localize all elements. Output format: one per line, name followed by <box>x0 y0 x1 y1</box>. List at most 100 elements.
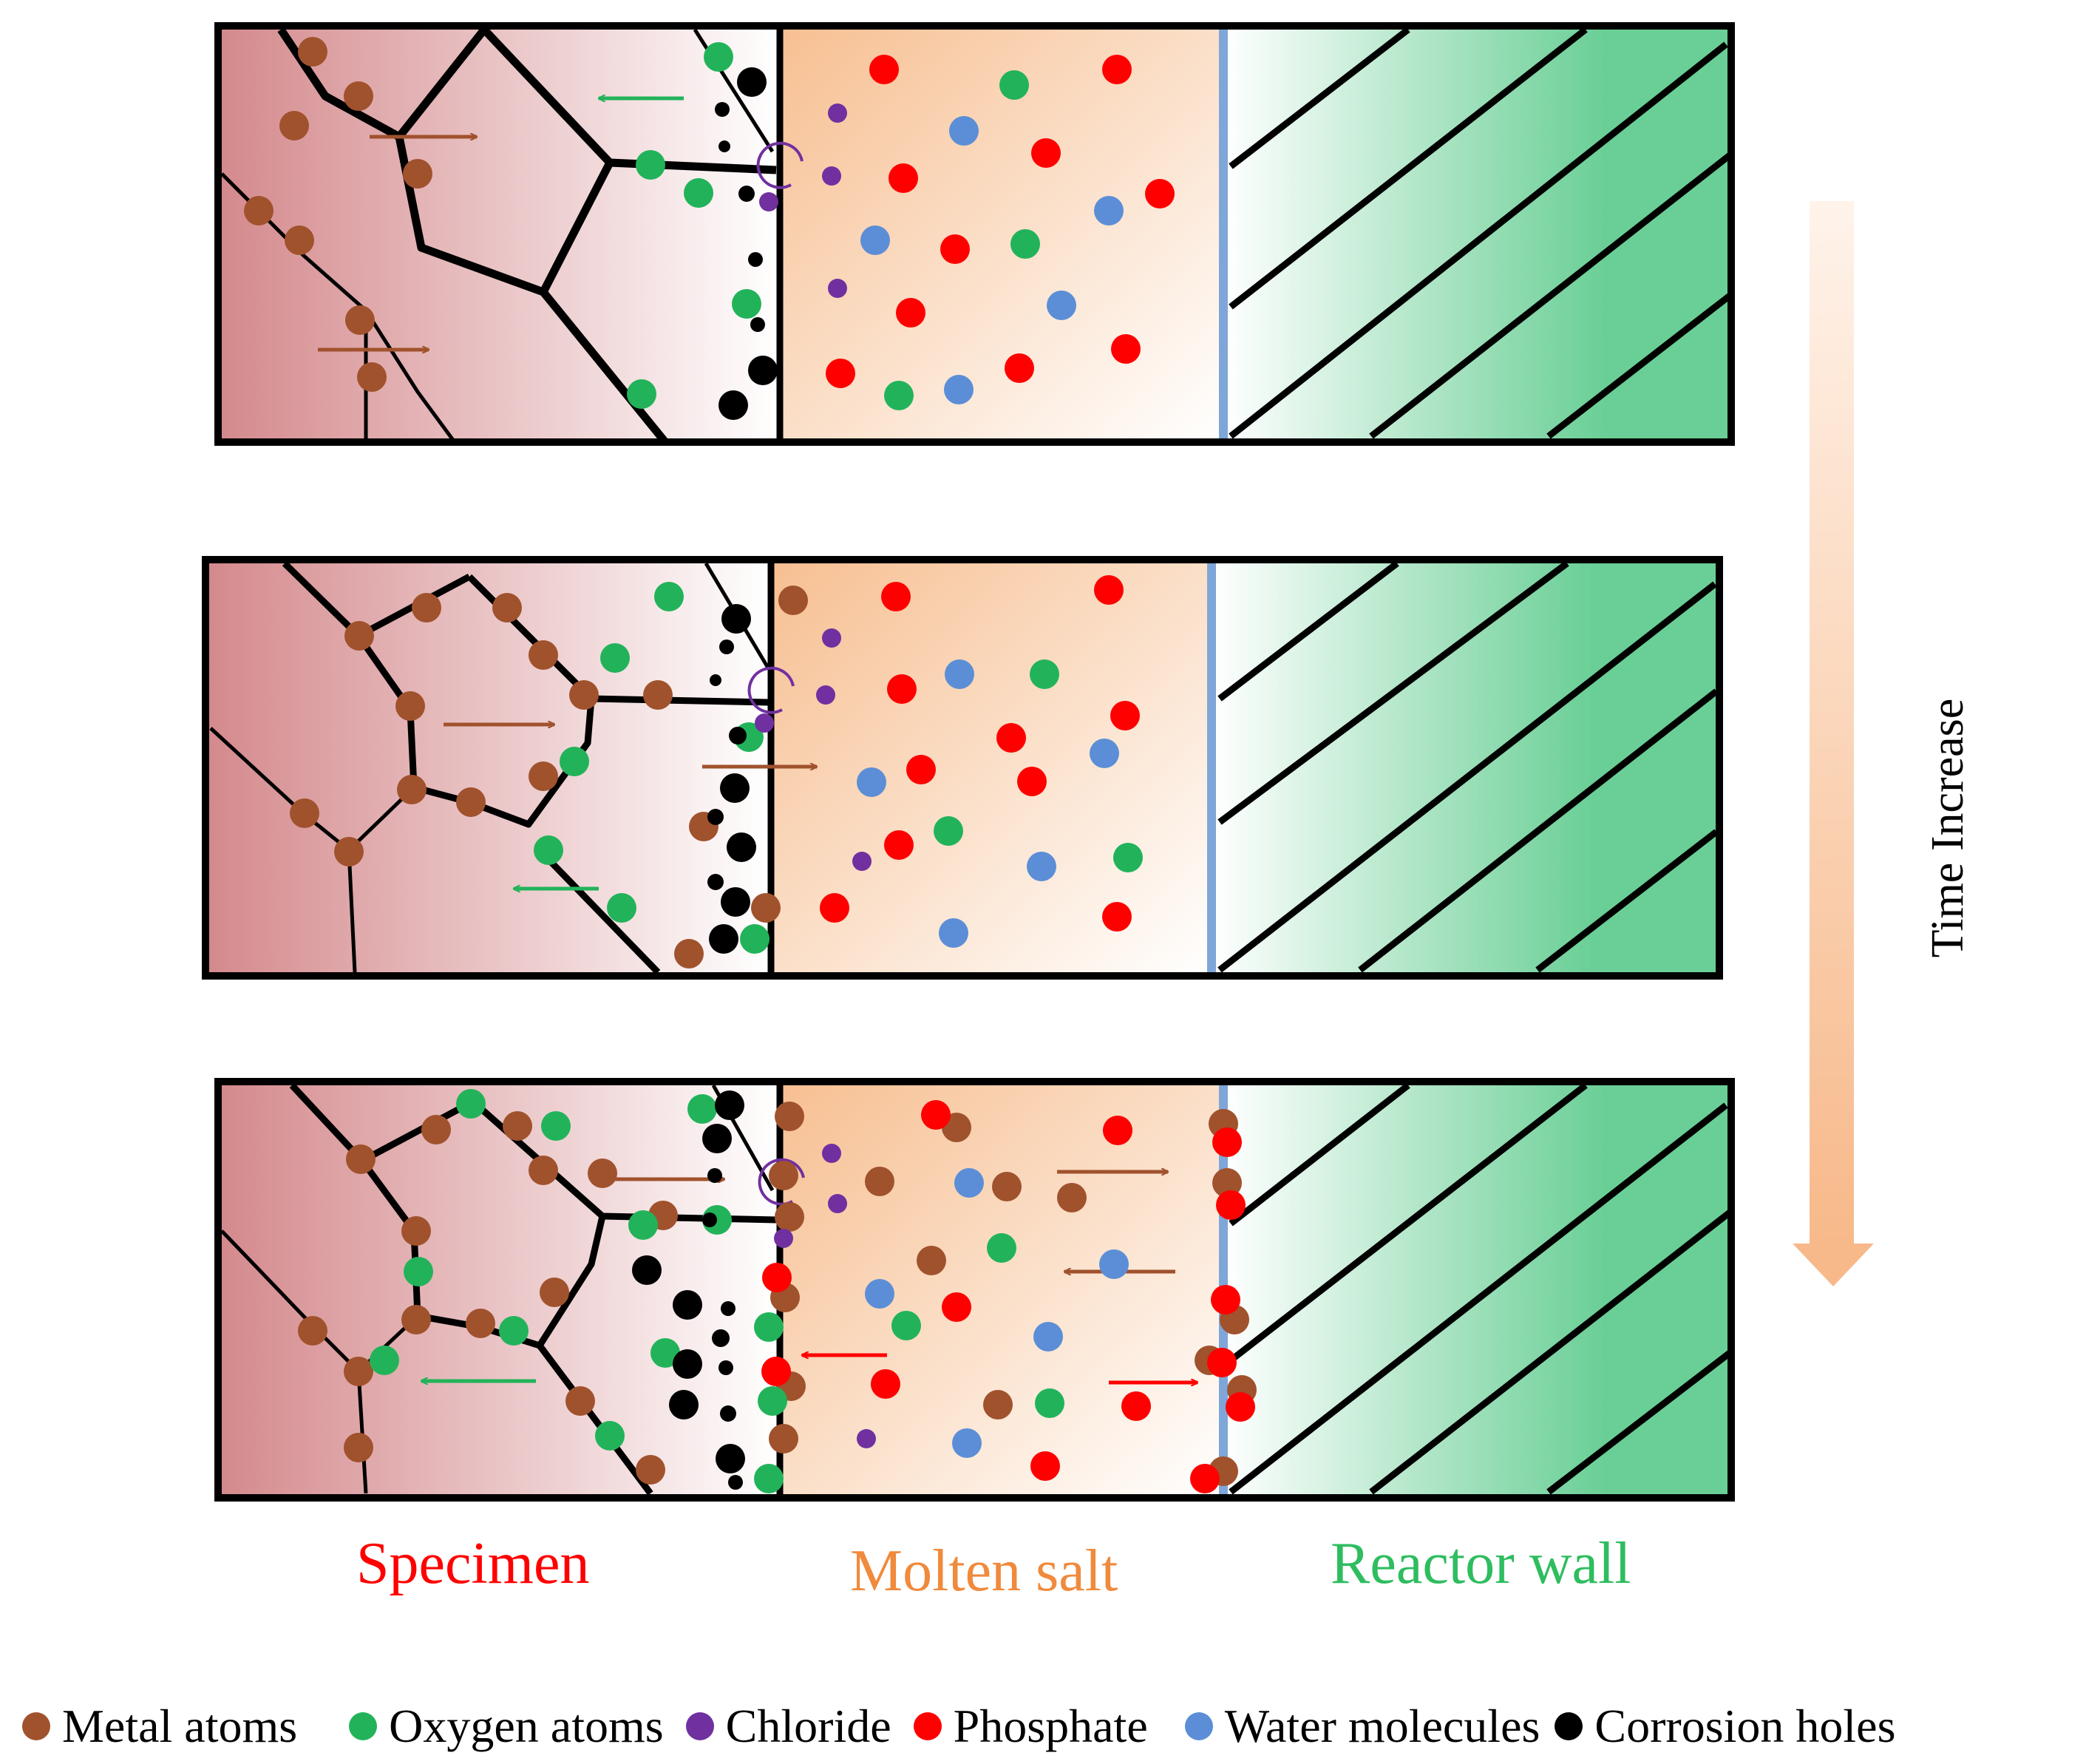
legend-label: Phosphate <box>953 1700 1148 1752</box>
corrosion-hole <box>707 809 724 825</box>
particle-layer <box>244 37 1175 420</box>
stage-panel-3 <box>214 1078 1735 1502</box>
oxygen-atom <box>370 1346 399 1375</box>
oxygen-atom <box>627 379 656 409</box>
oxygen-atom <box>1113 843 1143 872</box>
corrosion-hole <box>715 1090 744 1120</box>
metal-atom <box>775 1102 804 1131</box>
oxygen-atom <box>650 1338 680 1368</box>
oxygen-atom <box>884 381 914 410</box>
panel-frame <box>214 22 1735 446</box>
oxygen-atom <box>687 1094 717 1124</box>
metal-atom <box>298 1316 327 1346</box>
molten-salt-region <box>780 1082 1223 1498</box>
metal-atom <box>588 1159 617 1188</box>
time-increase-arrow <box>1793 201 1874 1286</box>
metal-atom <box>917 1246 946 1275</box>
phosphate-ion <box>1102 902 1132 932</box>
corrosion-hole <box>737 67 767 97</box>
oxygen-atom <box>740 924 769 954</box>
metal-atom <box>778 586 808 615</box>
phosphate-ion <box>1102 55 1132 84</box>
oxygen-atom <box>654 582 684 611</box>
legend-label: Metal atoms <box>62 1700 298 1752</box>
metal-atom <box>769 1161 798 1190</box>
phosphate-ion <box>881 582 911 611</box>
metal-atom <box>421 1115 451 1144</box>
oxygen-atom <box>999 70 1029 100</box>
oxygen-atom <box>456 1089 486 1119</box>
water-molecule <box>949 116 979 146</box>
phosphate-ion <box>889 163 918 193</box>
water-molecule <box>945 659 974 689</box>
oxygen-atom <box>1035 1388 1064 1418</box>
oxygen-atom <box>541 1111 571 1141</box>
water-molecule <box>860 225 890 255</box>
chloride-ion <box>822 1144 841 1163</box>
metal-atom <box>769 1424 798 1453</box>
oxygen-atom <box>891 1311 921 1340</box>
metal-atom <box>643 680 673 710</box>
phosphate-ion <box>1017 767 1047 796</box>
metal-atom <box>1057 1183 1087 1212</box>
metal-atom <box>401 1305 431 1334</box>
metal-atom <box>298 37 327 67</box>
chloride-ion <box>822 628 841 648</box>
metal-atom <box>674 939 704 968</box>
chloride-ion <box>828 279 847 298</box>
specimen-region <box>218 1082 780 1498</box>
metal-atom <box>865 1167 894 1196</box>
corrosion-hole <box>720 773 750 803</box>
phosphate-ion <box>1031 138 1061 168</box>
water-molecule <box>939 918 968 948</box>
oxygen-atom <box>560 747 589 776</box>
phosphate-ion <box>761 1357 791 1386</box>
corrosion-hole <box>721 604 751 634</box>
phosphate-ion <box>762 1263 792 1292</box>
oxygen-atom <box>607 893 636 923</box>
legend-item-metal: Metal atoms <box>22 1699 297 1754</box>
phosphate-ion <box>871 1369 900 1399</box>
stage-panel-2 <box>202 556 1723 980</box>
corrosion-hole <box>728 1475 743 1490</box>
metal-atom <box>334 837 364 866</box>
metal-atom <box>540 1278 569 1307</box>
phosphate-ion <box>896 298 925 328</box>
water-molecule <box>857 767 886 797</box>
metal-atom <box>412 593 441 623</box>
corrosion-hole <box>727 832 756 862</box>
phosphate-ion <box>1094 575 1124 605</box>
corrosion-hole <box>718 1360 733 1375</box>
corrosion-hole <box>748 356 778 385</box>
corrosion-hole <box>712 1329 730 1347</box>
phosphate-ion <box>1121 1391 1151 1421</box>
metal-atom <box>344 621 374 651</box>
legend-item-phosphate: Phosphate <box>913 1699 1148 1754</box>
oxygen-atom <box>499 1316 529 1346</box>
metal-atom <box>565 1386 595 1416</box>
phosphate-ion <box>921 1100 951 1130</box>
chloride-ion <box>857 1429 876 1448</box>
phosphate-ion <box>826 359 855 388</box>
corrosion-hole <box>721 1301 735 1316</box>
legend-label: Corrosion holes <box>1594 1700 1896 1752</box>
panel-frame <box>214 1078 1735 1502</box>
chloride-cycle-arrow <box>758 1158 805 1206</box>
metal-atom <box>529 640 558 670</box>
corrosion-hole <box>710 674 721 686</box>
oxygen-atom <box>1010 229 1040 259</box>
corrosion-hole <box>715 102 730 117</box>
brown-dot-icon <box>22 1712 50 1740</box>
water-molecule <box>1094 196 1124 225</box>
water-molecule <box>954 1168 984 1198</box>
oxygen-atom <box>636 150 665 180</box>
phosphate-ion <box>1145 179 1175 208</box>
particle-layer <box>298 1089 1257 1493</box>
corrosion-hole <box>673 1290 702 1320</box>
legend-label: Oxygen atoms <box>389 1700 664 1752</box>
metal-atom <box>503 1111 532 1141</box>
wall-hatching <box>1229 27 1732 439</box>
corrosion-hole <box>729 727 747 744</box>
metal-atom <box>395 691 425 721</box>
